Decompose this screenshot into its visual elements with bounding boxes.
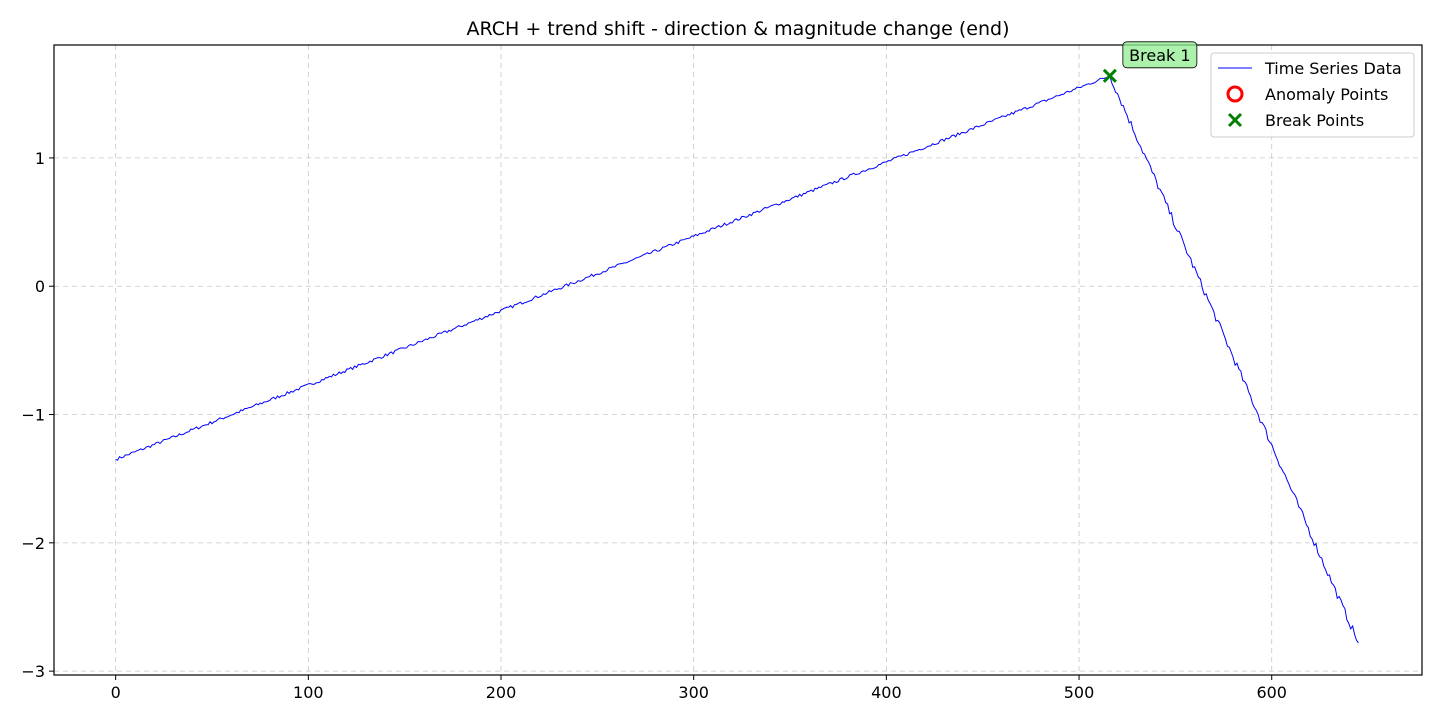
legend: Time Series Data Anomaly Points Break Poin… <box>1210 52 1415 138</box>
legend-box <box>1210 52 1415 138</box>
x-tick-label: 200 <box>486 683 517 702</box>
x-tick-label: 100 <box>293 683 324 702</box>
legend-label: Time Series Data <box>1264 59 1402 78</box>
grid <box>54 45 1422 675</box>
legend-swatch-circle <box>1226 85 1244 103</box>
x-tick-label: 500 <box>1064 683 1095 702</box>
legend-label: Anomaly Points <box>1265 85 1388 104</box>
legend-swatch-x <box>1227 112 1243 128</box>
legend-label: Break Points <box>1265 111 1364 130</box>
y-tick-label: 1 <box>35 149 45 168</box>
marker-layer <box>1102 68 1117 83</box>
x-tick-label: 300 <box>678 683 709 702</box>
y-tick-label: −2 <box>21 534 45 553</box>
x-tick-label: 0 <box>111 683 121 702</box>
y-tick-label: 0 <box>35 277 45 296</box>
chart-title: ARCH + trend shift - direction & magnitu… <box>467 18 1010 40</box>
axis-ticks: 0 100 200 300 400 500 600 1 0 −1 −2 −3 <box>21 149 1287 702</box>
annotation-label: Break 1 <box>1129 46 1190 65</box>
x-tick-label: 600 <box>1256 683 1287 702</box>
y-tick-label: −3 <box>21 662 45 681</box>
break-point-stroke <box>1102 68 1117 83</box>
series-line <box>115 75 1359 644</box>
plot-frame <box>53 44 1423 676</box>
series-layer <box>115 75 1359 644</box>
annotation-box <box>1122 41 1198 69</box>
x-tick-label: 400 <box>871 683 902 702</box>
y-tick-label: −1 <box>21 406 45 425</box>
annotation-layer: Break 1 <box>1122 41 1198 69</box>
break-point-marker <box>1102 68 1117 83</box>
